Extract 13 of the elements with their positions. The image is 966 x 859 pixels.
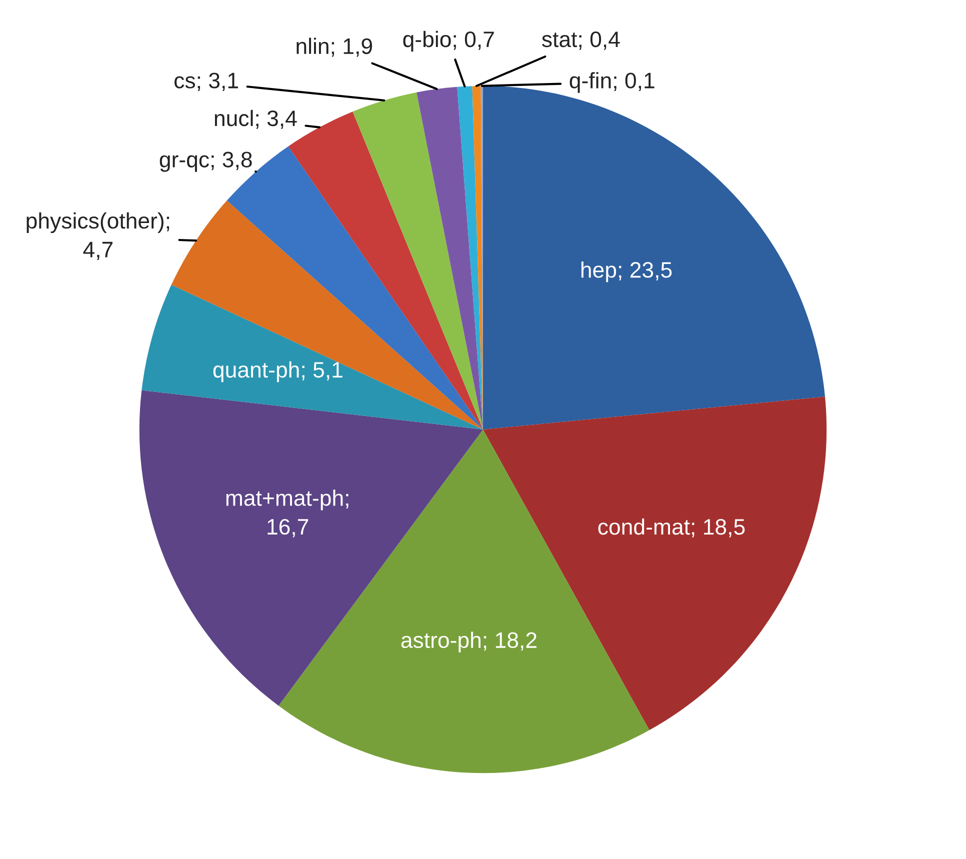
slice-label: q-fin; 0,1 [570,72,654,93]
slice-label: mat+mat-ph; 16,7 [226,490,348,538]
slice-label: physics(other); 4,7 [26,212,170,260]
slice-label: quant-ph; 5,1 [213,361,342,382]
slice-label: stat; 0,4 [542,31,620,50]
slice-label: q-bio; 0,7 [403,30,494,52]
slice-label: nlin; 1,9 [296,38,372,57]
slice-label: cond-mat; 18,5 [598,518,745,538]
slice-label: cs; 3,1 [174,72,238,92]
slice-label: nucl; 3,4 [214,110,297,129]
slice-label: hep; 23,5 [581,261,672,282]
slice-label: astro-ph; 18,2 [401,632,536,652]
slice-label: gr-qc; 3,8 [160,152,252,172]
